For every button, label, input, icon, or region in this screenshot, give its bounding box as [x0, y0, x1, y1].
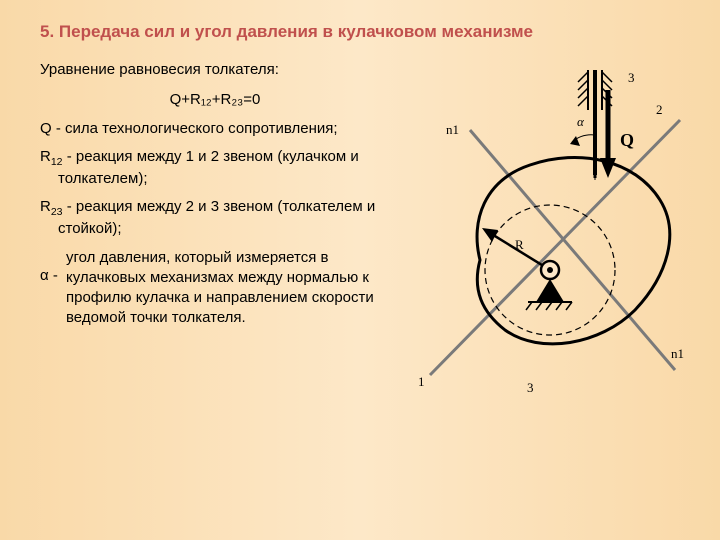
r12-sub: 12	[51, 156, 63, 168]
line-n1-b	[470, 130, 675, 370]
label-alpha: α	[577, 114, 584, 130]
intro-line: Уравнение равновесия толкателя:	[40, 60, 390, 80]
label-r: R	[515, 237, 524, 253]
alpha-definition: α - угол давления, который измеряется в …	[40, 248, 390, 329]
r12-definition: R12 - реакция между 1 и 2 звеном (кулачк…	[40, 147, 390, 189]
q-definition: Q - сила технологического сопротивления;	[40, 119, 390, 139]
r12-sym: R	[40, 148, 51, 165]
ground-triangle	[536, 279, 564, 302]
r12-text: - реакция между 1 и 2 звеном (кулачком и…	[58, 148, 359, 187]
diagram-svg	[400, 60, 700, 420]
label-2: 2	[656, 102, 663, 118]
text-column: Уравнение равновесия толкателя: Q+R₁₂+R₂…	[40, 60, 390, 420]
alpha-symbol: α -	[40, 248, 66, 286]
content-area: Уравнение равновесия толкателя: Q+R₁₂+R₂…	[0, 50, 720, 420]
label-n1-left: n1	[446, 122, 459, 138]
label-3-top: 3	[628, 70, 635, 86]
label-3-bot: 3	[527, 380, 534, 396]
alpha-text: угол давления, который измеряется в кула…	[66, 248, 390, 329]
cam-diagram: n1 n1 1 2 3 3 α R Q	[400, 60, 700, 420]
pivot-inner	[547, 267, 553, 273]
r23-sym: R	[40, 198, 51, 215]
section-title: 5. Передача сил и угол давления в кулачк…	[0, 0, 720, 50]
r23-sub: 23	[51, 206, 63, 218]
ground-hatch	[526, 302, 572, 310]
r23-text: - реакция между 2 и 3 звеном (толкателем…	[58, 198, 375, 237]
equation: Q+R₁₂+R₂₃=0	[40, 90, 390, 110]
label-1: 1	[418, 374, 425, 390]
label-n1-right: n1	[671, 346, 684, 362]
label-q: Q	[620, 130, 634, 151]
diagram-column: n1 n1 1 2 3 3 α R Q	[390, 60, 700, 420]
r23-definition: R23 - реакция между 2 и 3 звеном (толкат…	[40, 197, 390, 239]
